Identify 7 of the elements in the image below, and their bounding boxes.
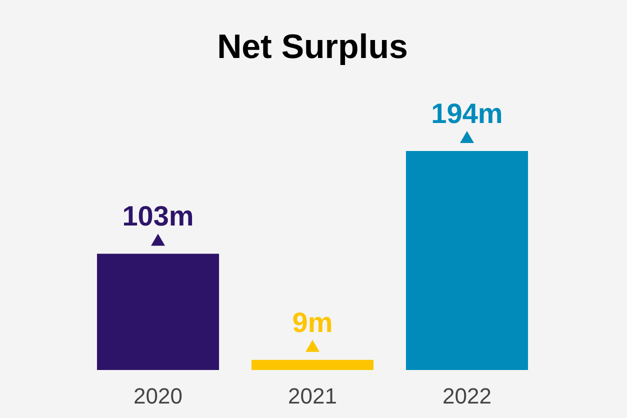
data-label: 103m [122,200,194,232]
chart-title: Net Surplus [217,28,408,66]
x-tick-label: 2020 [134,384,182,408]
x-tick-label: 2022 [442,384,492,408]
data-label: 194m [431,98,503,129]
x-tick-label: 2021 [288,384,337,408]
data-label: 9m [292,306,333,338]
